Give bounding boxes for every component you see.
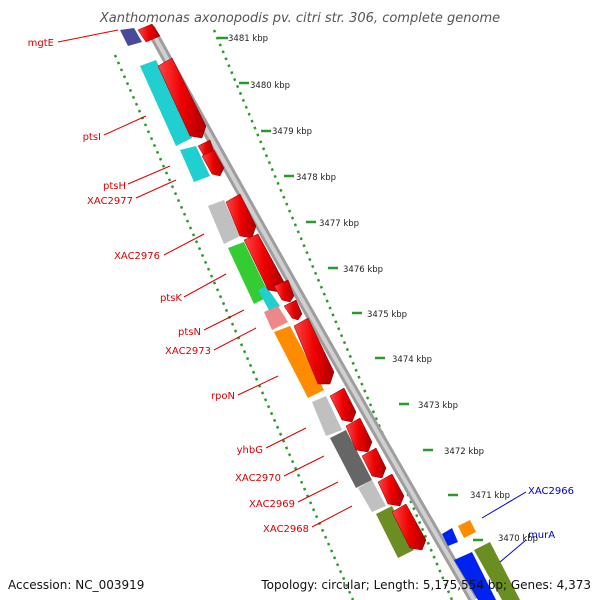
gene-label-XAC2973: XAC2973 [165,346,211,357]
gene-arrow [157,57,207,139]
cog-block-green [228,242,270,304]
cog-block-cyan [180,146,210,182]
map-title: Xanthomonas axonopodis pv. citri str. 30… [99,11,500,26]
scale-label: 3471 kbp [470,491,510,501]
gene-label-ptsI: ptsI [83,132,101,143]
cog-block-gray [208,200,240,244]
gene-arrow [225,193,257,239]
gene-label-murA: murA [528,530,555,541]
gene-label-ptsN: ptsN [178,327,201,338]
label-leaders [57,29,353,528]
genome-stats-text: Topology: circular; Length: 5,175,554 bp… [261,578,591,592]
gene-label-rpoN: rpoN [211,391,235,402]
gene-arrow [293,317,335,385]
cog-track [120,28,520,600]
gene-arrow [273,279,295,303]
scale-ticks [218,36,483,542]
cog-block-olive [474,542,520,600]
gene-arrow [283,299,303,321]
gene-arrow [201,149,225,177]
gene-label-XAC2977: XAC2977 [87,196,133,207]
cog-block-orange [458,520,476,538]
scale-label: 3475 kbp [367,310,407,320]
cog-block-navy [120,28,142,46]
gene-label-XAC2976: XAC2976 [114,251,160,262]
gene-arrow [377,473,405,507]
scale-label: 3472 kbp [444,447,484,457]
scale-label: 3478 kbp [296,173,336,183]
gene-label-XAC2968: XAC2968 [263,524,309,535]
gc-dotted-line-outer [212,29,454,600]
scale-label: 3474 kbp [392,355,432,365]
cog-block-blue [454,552,496,600]
gene-label-XAC2966: XAC2966 [528,486,574,497]
cog-block-cyan [258,286,280,312]
scale-label: 3481 kbp [228,34,268,44]
gc-dotted-line-inner [113,54,355,600]
gene-arrow [137,23,161,43]
cog-block-blue [442,528,458,546]
cog-block-darkgray [330,430,372,488]
cog-block-pink [264,306,288,330]
gene-label-XAC2970: XAC2970 [235,473,281,484]
gene-label-ptsH: ptsH [103,181,126,192]
cog-block-gray [358,480,386,512]
gene-label-ptsK: ptsK [160,293,182,304]
cog-block-orange [274,326,324,398]
cog-block-olive [376,506,414,558]
scale-label: 3480 kbp [250,81,290,91]
scale-label: 3476 kbp [343,265,383,275]
cog-block-gray [312,396,342,436]
gene-label-mgtE: mgtE [28,38,54,49]
accession-text: Accession: NC_003919 [8,578,145,592]
gene-label-yhbG: yhbG [237,445,263,456]
gene-arrow [391,503,427,551]
gene-arrows [137,23,427,551]
gene-label-XAC2969: XAC2969 [249,499,295,510]
scale-label: 3473 kbp [418,401,458,411]
scale-label: 3470 kbp [498,534,538,544]
gene-arrow [361,447,387,479]
gene-arrow [329,387,357,423]
scale-label: 3477 kbp [319,219,359,229]
label-leaders-blue [481,491,527,563]
cog-block-cyan [140,60,192,146]
scale-label: 3479 kbp [272,127,312,137]
gene-arrow [345,417,373,453]
